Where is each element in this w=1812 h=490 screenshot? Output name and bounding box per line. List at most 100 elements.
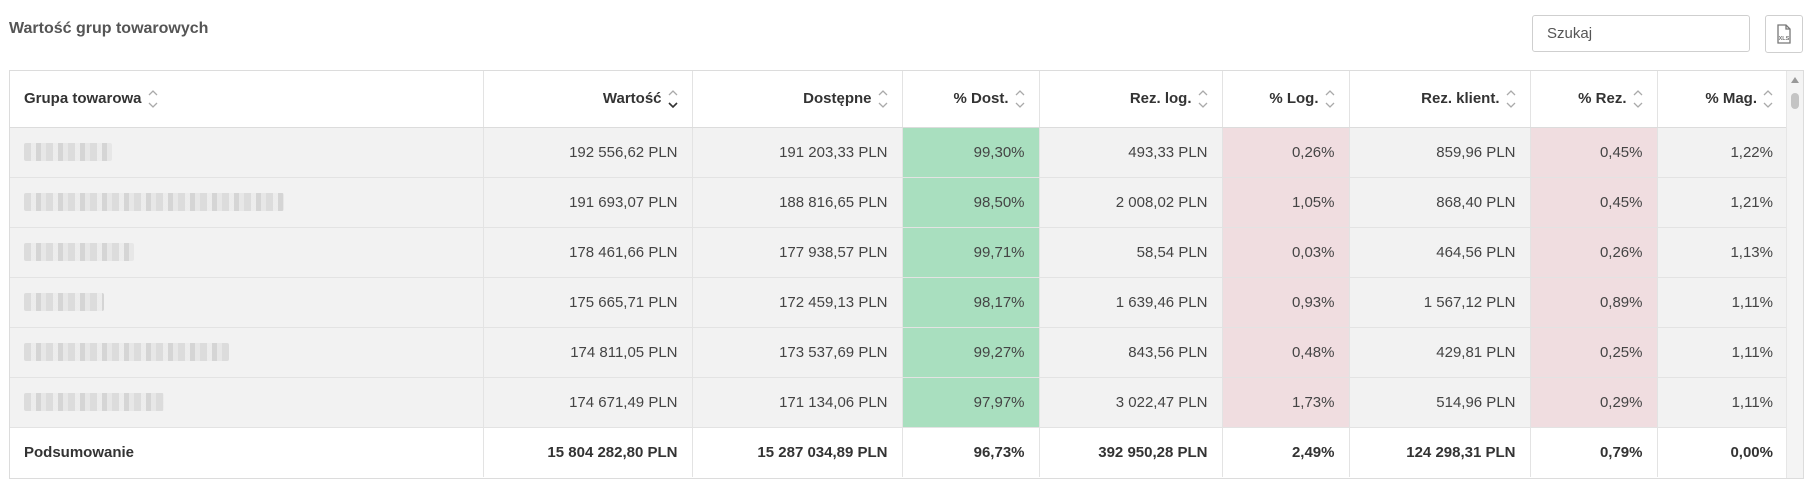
table-row[interactable]: 178 461,66 PLN 177 938,57 PLN 99,71% 58,54 …: [10, 227, 1787, 278]
summary-cell: 0,00%: [1657, 427, 1787, 477]
sort-icon[interactable]: [1325, 88, 1335, 110]
summary-cell: 15 804 282,80 PLN: [483, 427, 693, 477]
summary-row: Podsumowanie 15 804 282,80 PLN 15 287 034,…: [10, 427, 1787, 477]
table-cell: 173 537,69 PLN: [692, 327, 903, 378]
table-cell: 0,26%: [1530, 227, 1658, 278]
table-cell: 188 816,65 PLN: [692, 177, 903, 228]
table-cell: 1,22%: [1657, 127, 1787, 178]
export-xls-button[interactable]: XLS: [1765, 15, 1803, 53]
table-cell: 192 556,62 PLN: [483, 127, 693, 178]
table-cell: 175 665,71 PLN: [483, 277, 693, 328]
table-row[interactable]: 192 556,62 PLN 191 203,33 PLN 99,30% 493,33…: [10, 127, 1787, 178]
table-cell: 0,29%: [1530, 377, 1658, 428]
table-cell: 0,25%: [1530, 327, 1658, 378]
table-cell: 58,54 PLN: [1039, 227, 1223, 278]
table-cell: 0,48%: [1222, 327, 1350, 378]
sort-icon[interactable]: [1633, 88, 1643, 110]
group-name-cell: [10, 277, 484, 328]
table-cell: 0,03%: [1222, 227, 1350, 278]
column-header-pct-dost[interactable]: % Dost.: [902, 71, 1040, 128]
table-cell: 843,56 PLN: [1039, 327, 1223, 378]
table-cell: 177 938,57 PLN: [692, 227, 903, 278]
table-cell: 98,17%: [902, 277, 1040, 328]
summary-cell: 0,79%: [1530, 427, 1658, 477]
group-name-cell: [10, 327, 484, 378]
table-cell: 0,89%: [1530, 277, 1658, 328]
scroll-thumb[interactable]: [1791, 93, 1799, 109]
table-cell: 3 022,47 PLN: [1039, 377, 1223, 428]
sort-icon[interactable]: [878, 88, 888, 110]
table-row[interactable]: 191 693,07 PLN 188 816,65 PLN 98,50% 2 008,…: [10, 177, 1787, 228]
table-cell: 191 693,07 PLN: [483, 177, 693, 228]
summary-cell: 2,49%: [1222, 427, 1350, 477]
table-row[interactable]: 174 671,49 PLN 171 134,06 PLN 97,97% 3 022,…: [10, 377, 1787, 428]
table-cell: 1 567,12 PLN: [1349, 277, 1531, 328]
product-group-table: Grupa towarowa Wartość Dostępne % Dost. …: [9, 70, 1804, 479]
vertical-scrollbar[interactable]: [1786, 71, 1803, 478]
table-cell: 99,71%: [902, 227, 1040, 278]
sort-desc-icon[interactable]: [667, 88, 678, 110]
sort-icon[interactable]: [1015, 88, 1025, 110]
table-cell: 178 461,66 PLN: [483, 227, 693, 278]
table-row[interactable]: 174 811,05 PLN 173 537,69 PLN 99,27% 843,56…: [10, 327, 1787, 378]
redacted-group-name: [24, 143, 112, 162]
xls-file-icon: XLS: [1777, 24, 1791, 44]
table-cell: 2 008,02 PLN: [1039, 177, 1223, 228]
table-cell: 99,30%: [902, 127, 1040, 178]
column-header-rez-log[interactable]: Rez. log.: [1039, 71, 1223, 128]
table-cell: 1,13%: [1657, 227, 1787, 278]
group-name-cell: [10, 177, 484, 228]
column-header-wartosc[interactable]: Wartość: [483, 71, 693, 128]
redacted-group-name: [24, 293, 104, 312]
table-cell: 429,81 PLN: [1349, 327, 1531, 378]
table-cell: 1,21%: [1657, 177, 1787, 228]
sort-icon[interactable]: [148, 88, 158, 110]
table-cell: 514,96 PLN: [1349, 377, 1531, 428]
sort-icon[interactable]: [1763, 88, 1773, 110]
sort-icon[interactable]: [1198, 88, 1208, 110]
table-row[interactable]: 175 665,71 PLN 172 459,13 PLN 98,17% 1 639,…: [10, 277, 1787, 328]
group-name-cell: [10, 227, 484, 278]
table-cell: 1,11%: [1657, 377, 1787, 428]
summary-cell: 96,73%: [902, 427, 1040, 477]
table-cell: 174 811,05 PLN: [483, 327, 693, 378]
table-cell: 0,45%: [1530, 177, 1658, 228]
table-cell: 172 459,13 PLN: [692, 277, 903, 328]
redacted-group-name: [24, 193, 284, 212]
table-cell: 0,26%: [1222, 127, 1350, 178]
redacted-group-name: [24, 393, 164, 412]
table-header-row: Grupa towarowa Wartość Dostępne % Dost. …: [10, 71, 1787, 128]
table-cell: 859,96 PLN: [1349, 127, 1531, 178]
table-cell: 171 134,06 PLN: [692, 377, 903, 428]
svg-text:XLS: XLS: [1779, 36, 1790, 42]
page-title: Wartość grup towarowych: [9, 20, 209, 37]
table-cell: 868,40 PLN: [1349, 177, 1531, 228]
table-cell: 174 671,49 PLN: [483, 377, 693, 428]
table-cell: 97,97%: [902, 377, 1040, 428]
table-cell: 98,50%: [902, 177, 1040, 228]
scroll-up-icon[interactable]: [1791, 77, 1799, 83]
column-header-rez-klient[interactable]: Rez. klient.: [1349, 71, 1531, 128]
table-cell: 1 639,46 PLN: [1039, 277, 1223, 328]
table-cell: 191 203,33 PLN: [692, 127, 903, 178]
summary-cell: 124 298,31 PLN: [1349, 427, 1531, 477]
group-name-cell: [10, 127, 484, 178]
column-header-pct-rez[interactable]: % Rez.: [1530, 71, 1658, 128]
column-header-dostepne[interactable]: Dostępne: [692, 71, 903, 128]
column-header-pct-mag[interactable]: % Mag.: [1657, 71, 1787, 128]
group-name-cell: [10, 377, 484, 428]
search-input[interactable]: [1532, 15, 1750, 52]
table-cell: 1,11%: [1657, 327, 1787, 378]
column-header-pct-log[interactable]: % Log.: [1222, 71, 1350, 128]
table-cell: 1,05%: [1222, 177, 1350, 228]
sort-icon[interactable]: [1506, 88, 1516, 110]
table-cell: 1,73%: [1222, 377, 1350, 428]
summary-cell: 392 950,28 PLN: [1039, 427, 1223, 477]
redacted-group-name: [24, 243, 134, 262]
summary-cell: 15 287 034,89 PLN: [692, 427, 903, 477]
table-cell: 0,45%: [1530, 127, 1658, 178]
table-cell: 0,93%: [1222, 277, 1350, 328]
column-header-grupa[interactable]: Grupa towarowa: [10, 71, 484, 128]
summary-label: Podsumowanie: [10, 427, 484, 477]
table-cell: 1,11%: [1657, 277, 1787, 328]
